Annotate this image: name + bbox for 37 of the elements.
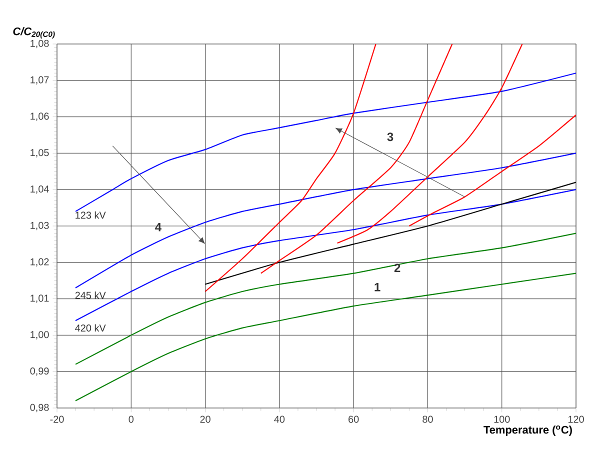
y-tick-label: 1,07 (30, 76, 49, 85)
y-tick-label: 1,05 (30, 149, 49, 158)
line-series (204, 44, 376, 292)
y-tick-label: 0,98 (30, 404, 49, 412)
y-tick-label: 1,06 (30, 112, 49, 121)
line-series (408, 114, 576, 227)
annotation: 420 kV (75, 324, 106, 332)
x-tick-label: 100 (494, 416, 510, 423)
line-series (74, 72, 576, 212)
y-axis-title: C/C$_{20(C0)}$ (13, 27, 55, 38)
x-tick-label: 60 (348, 416, 359, 423)
x-tick-label: -20 (50, 416, 64, 423)
y-tick-label: 1,03 (30, 222, 49, 230)
annotation: 245 kV (75, 292, 106, 299)
y-tick-label: 0,99 (30, 367, 49, 376)
y-tick-label: 1,00 (30, 331, 49, 340)
x-tick-label: 80 (422, 416, 433, 423)
line-series (74, 189, 576, 322)
x-tick-label: 0 (128, 416, 134, 423)
line-series (336, 44, 523, 244)
line-series (74, 232, 576, 365)
annotation: 3 (387, 132, 394, 142)
y-tick-label: 1,02 (30, 258, 49, 267)
x-axis-title: Temperature ($^{o}$C) (484, 425, 572, 436)
annotation: 1 (374, 283, 380, 292)
x-tick-label: 120 (568, 416, 584, 423)
annotation: 123 kV (76, 211, 106, 219)
line-series (204, 182, 576, 285)
y-tick-label: 1,08 (30, 40, 49, 48)
annotation: 4 (155, 222, 162, 232)
y-tick-label: 1,04 (30, 185, 49, 194)
x-tick-label: 20 (200, 416, 210, 423)
line-series (74, 272, 576, 402)
y-tick-label: 1,01 (30, 294, 49, 303)
x-tick-label: 40 (274, 416, 285, 423)
line-series (260, 44, 453, 274)
annotation: 2 (394, 264, 400, 272)
